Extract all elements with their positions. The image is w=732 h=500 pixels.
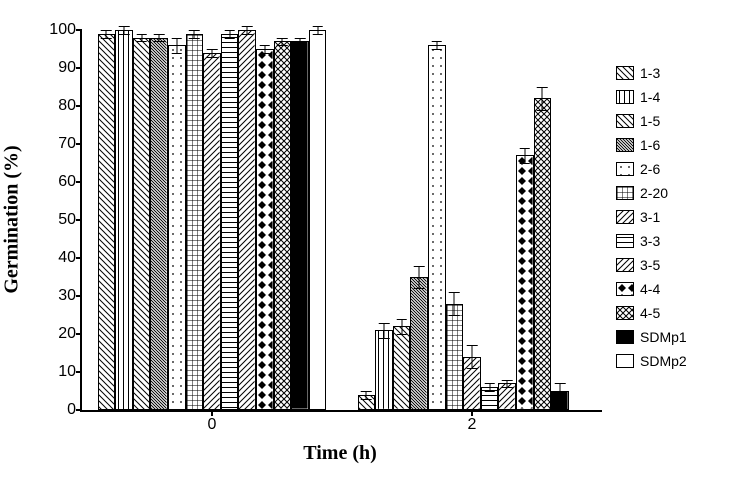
bar bbox=[186, 34, 204, 410]
legend-item: 1-6 bbox=[616, 137, 687, 153]
legend-label: 1-6 bbox=[640, 137, 660, 153]
legend-swatch bbox=[616, 306, 634, 320]
legend-label: 4-5 bbox=[640, 305, 660, 321]
legend-item: 3-1 bbox=[616, 209, 687, 225]
legend-label: 1-5 bbox=[640, 113, 660, 129]
bar bbox=[150, 38, 168, 410]
bar bbox=[309, 30, 327, 410]
legend-label: 2-6 bbox=[640, 161, 660, 177]
legend-label: 3-1 bbox=[640, 209, 660, 225]
bar bbox=[446, 304, 464, 410]
legend-item: SDMp2 bbox=[616, 353, 687, 369]
legend-label: 4-4 bbox=[640, 281, 660, 297]
legend-label: 2-20 bbox=[640, 185, 668, 201]
legend: 1-3 1-4 1-5 1-6 2-6 2-20 3-1 3-3 3-5 4-4 4-5 SDMp1 S… bbox=[616, 65, 687, 377]
bar bbox=[375, 330, 393, 410]
legend-swatch bbox=[616, 234, 634, 248]
legend-swatch bbox=[616, 114, 634, 128]
bar bbox=[203, 53, 221, 410]
bar bbox=[410, 277, 428, 410]
bar bbox=[115, 30, 133, 410]
legend-swatch bbox=[616, 162, 634, 176]
legend-item: SDMp1 bbox=[616, 329, 687, 345]
legend-label: 3-5 bbox=[640, 257, 660, 273]
bar bbox=[393, 326, 411, 410]
legend-label: SDMp1 bbox=[640, 329, 687, 345]
legend-item: 1-4 bbox=[616, 89, 687, 105]
bar bbox=[291, 41, 309, 410]
bar bbox=[274, 41, 292, 410]
legend-item: 2-6 bbox=[616, 161, 687, 177]
germination-chart: 010203040506070809010002 Germination (%)… bbox=[0, 0, 732, 500]
legend-item: 2-20 bbox=[616, 185, 687, 201]
bar bbox=[534, 98, 552, 410]
plot-area: 010203040506070809010002 bbox=[80, 30, 602, 412]
legend-swatch bbox=[616, 330, 634, 344]
bar bbox=[238, 30, 256, 410]
legend-label: 1-3 bbox=[640, 65, 660, 81]
legend-swatch bbox=[616, 138, 634, 152]
legend-item: 4-5 bbox=[616, 305, 687, 321]
bar bbox=[428, 45, 446, 410]
legend-item: 3-3 bbox=[616, 233, 687, 249]
legend-item: 3-5 bbox=[616, 257, 687, 273]
bar bbox=[221, 34, 239, 410]
legend-label: 3-3 bbox=[640, 233, 660, 249]
legend-swatch bbox=[616, 258, 634, 272]
y-axis-label: Germination (%) bbox=[1, 120, 24, 320]
legend-item: 4-4 bbox=[616, 281, 687, 297]
legend-swatch bbox=[616, 354, 634, 368]
legend-swatch bbox=[616, 210, 634, 224]
legend-swatch bbox=[616, 282, 634, 296]
legend-item: 1-5 bbox=[616, 113, 687, 129]
legend-swatch bbox=[616, 90, 634, 104]
x-axis-label: Time (h) bbox=[303, 442, 377, 465]
legend-swatch bbox=[616, 186, 634, 200]
bar bbox=[256, 49, 274, 410]
legend-item: 1-3 bbox=[616, 65, 687, 81]
bar bbox=[516, 155, 534, 410]
legend-swatch bbox=[616, 66, 634, 80]
bar bbox=[168, 45, 186, 410]
legend-label: 1-4 bbox=[640, 89, 660, 105]
legend-label: SDMp2 bbox=[640, 353, 687, 369]
bar bbox=[98, 34, 116, 410]
bar bbox=[133, 38, 151, 410]
